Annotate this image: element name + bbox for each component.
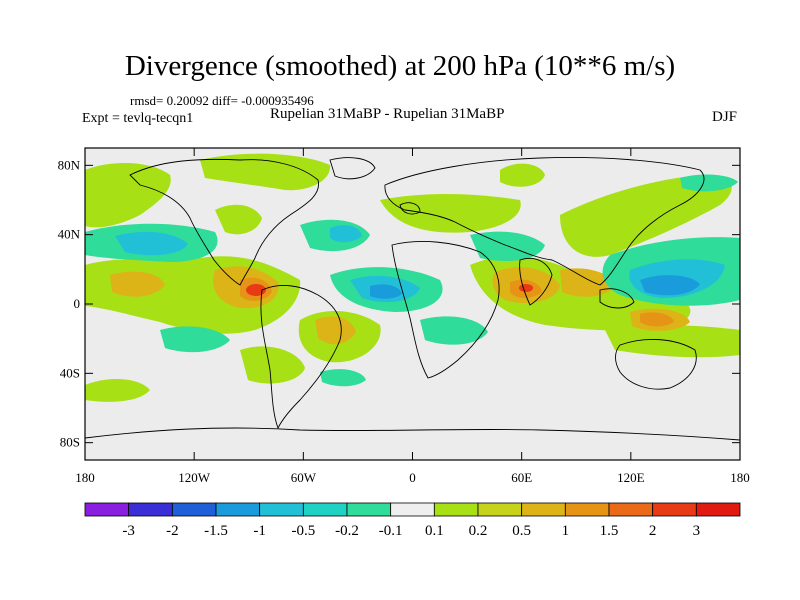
colorbar-label: -0.2 — [335, 523, 359, 539]
field-neg-region — [680, 174, 738, 192]
lat-label: 40S — [60, 365, 80, 380]
colorbar-label: 0.1 — [425, 523, 444, 539]
colorbar-swatch — [477, 502, 523, 517]
field-pos-core — [519, 284, 533, 292]
comparison-label: Rupelian 31MaBP - Rupelian 31MaBP — [270, 106, 505, 122]
colorbar-swatch — [171, 502, 217, 517]
field-pos-region — [110, 271, 165, 297]
lon-label: 180 — [730, 470, 750, 485]
field-pos-region — [380, 194, 521, 233]
field-neg-region — [330, 225, 362, 243]
colorbar-swatch — [215, 502, 261, 517]
lon-label: 0 — [409, 470, 416, 485]
lon-label: 180 — [75, 470, 95, 485]
colorbar-swatch — [84, 502, 130, 517]
latitude-axis: 80N 40N 0 40S 80S — [58, 157, 740, 450]
lon-label: 120E — [617, 470, 645, 485]
coastline-antarctica — [85, 427, 740, 441]
field-neg-region — [420, 316, 488, 345]
season-label: DJF — [712, 109, 738, 125]
longitude-axis: 180 120W 60W 0 60E 120E 180 — [75, 148, 750, 485]
field-neg-region — [115, 231, 188, 256]
field-neg-region — [160, 326, 230, 353]
field-neg-region — [470, 231, 545, 262]
field-pos-region — [640, 312, 674, 327]
lon-label: 60W — [291, 470, 317, 485]
coastline-australia — [615, 338, 697, 390]
colorbar-swatch — [608, 502, 654, 517]
colorbar-label: -3 — [122, 523, 135, 539]
lat-label: 80S — [60, 435, 80, 450]
colorbar-label: 0.5 — [512, 523, 531, 539]
colorbar-swatch — [652, 502, 697, 517]
field-pos-region — [200, 153, 331, 191]
colorbar-label: 2 — [649, 523, 657, 539]
divergence-field — [85, 153, 740, 402]
colorbar-swatch — [564, 502, 610, 517]
coastline-greenland — [329, 157, 376, 180]
lon-label: 120W — [178, 470, 211, 485]
field-neg-region — [640, 275, 700, 296]
field-pos-region — [85, 378, 150, 402]
field-pos-region — [215, 204, 262, 235]
experiment-label: Expt = tevlq-tecqn1 — [82, 111, 194, 126]
lon-label: 60E — [511, 470, 532, 485]
colorbar-label: 1 — [562, 523, 570, 539]
colorbar-label: -0.1 — [379, 523, 403, 539]
field-pos-region — [500, 163, 545, 187]
coastline-europe-islands — [399, 202, 421, 215]
colorbar-swatch — [259, 502, 304, 517]
coastline-south-america — [260, 284, 342, 430]
lat-label: 40N — [58, 227, 81, 242]
colorbar-label: 0.2 — [469, 523, 488, 539]
colorbar-swatch — [390, 502, 435, 517]
colorbar-swatch — [302, 502, 348, 517]
colorbar-swatch — [346, 502, 392, 517]
coastline-north-america — [129, 158, 320, 286]
lat-label: 0 — [74, 296, 81, 311]
colorbar-label: 3 — [693, 523, 701, 539]
colorbar-label: 1.5 — [600, 523, 619, 539]
coastline-eurasia — [384, 157, 705, 286]
coastline-se-asia — [599, 288, 635, 309]
map-title: Divergence (smoothed) at 200 hPa (10**6 … — [124, 50, 676, 82]
colorbar-label: -1.5 — [204, 523, 228, 539]
coastline-india — [519, 257, 553, 306]
colorbar-swatch — [128, 502, 173, 517]
lat-label: 80N — [58, 157, 81, 172]
colorbar-swatch — [695, 502, 741, 517]
field-pos-region — [315, 316, 356, 345]
colorbar-swatch — [521, 502, 566, 517]
field-neg-region — [370, 284, 402, 299]
colorbar: -3 -2 -1.5 -1 -0.5 -0.2 -0.1 0.1 0.2 0.5 1 1.5 2 3 — [84, 502, 741, 539]
field-pos-region — [85, 163, 171, 228]
colorbar-label: -2 — [166, 523, 179, 539]
field-pos-region — [560, 174, 732, 257]
coastlines — [85, 157, 740, 441]
field-pos-core — [246, 284, 266, 296]
colorbar-label: -1 — [253, 523, 266, 539]
stats-line: rmsd= 0.20092 diff= -0.000935496 — [130, 93, 314, 108]
field-pos-region — [240, 346, 305, 384]
colorbar-swatch — [433, 502, 479, 517]
colorbar-label: -0.5 — [291, 523, 315, 539]
coastline-africa — [391, 241, 500, 379]
field-neg-region — [320, 369, 366, 387]
